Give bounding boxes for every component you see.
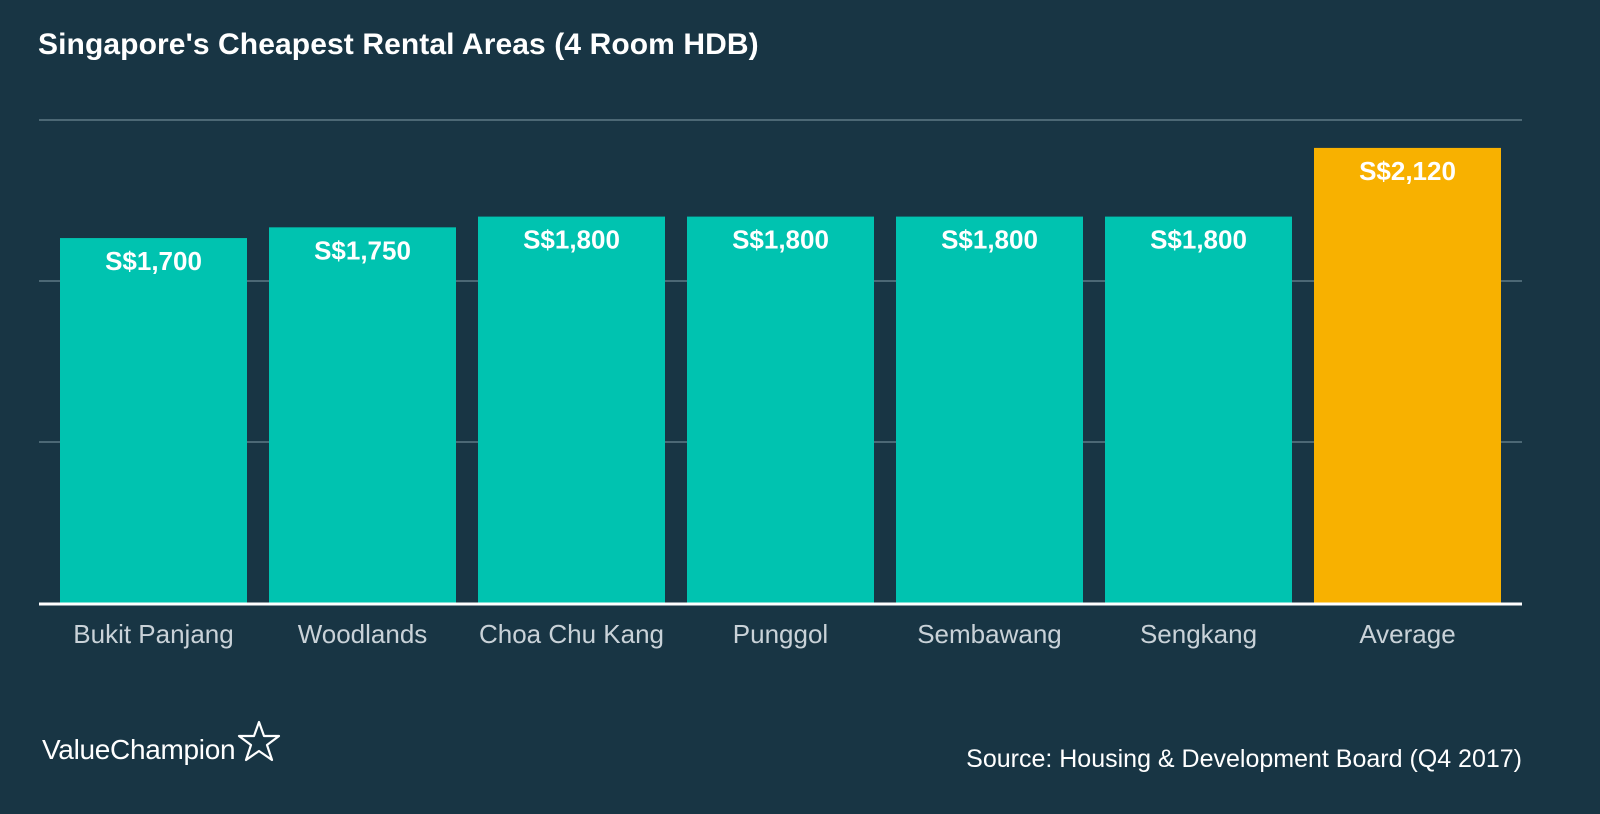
bar-value-label: S$1,750 — [314, 235, 411, 265]
bar — [269, 227, 456, 604]
bar-value-label: S$2,120 — [1359, 156, 1456, 186]
bar — [478, 216, 665, 603]
brand-name: ValueChampion — [42, 734, 236, 765]
bar — [1105, 216, 1292, 603]
bar-value-label: S$1,700 — [105, 246, 202, 276]
category-tick-label: Punggol — [733, 619, 828, 649]
chart-title: Singapore's Cheapest Rental Areas (4 Roo… — [38, 28, 759, 61]
category-tick-label: Sengkang — [1140, 619, 1257, 649]
category-tick-label: Choa Chu Kang — [479, 619, 664, 649]
bar-value-label: S$1,800 — [732, 225, 829, 255]
source-note: Source: Housing & Development Board (Q4 … — [966, 745, 1522, 773]
bar-value-label: S$1,800 — [523, 225, 620, 255]
category-tick-label: Average — [1359, 619, 1455, 649]
category-tick-label: Woodlands — [298, 619, 428, 649]
category-tick-label: Bukit Panjang — [73, 619, 233, 649]
bars — [60, 147, 1501, 604]
star-outline-icon — [238, 720, 281, 762]
bar — [687, 216, 874, 603]
brand-logo: ValueChampion — [42, 720, 281, 768]
bar — [896, 216, 1083, 603]
bar-value-label: S$1,800 — [1150, 225, 1247, 255]
value-labels: S$1,700 S$1,750 S$1,800 S$1,800 S$1,800 S$1,8… — [105, 156, 1456, 276]
category-tick-labels: Bukit Panjang Woodlands Choa Chu Kang Pungg… — [73, 619, 1455, 649]
bar — [1314, 147, 1501, 603]
bar-value-label: S$1,800 — [941, 225, 1038, 255]
bar — [60, 238, 247, 604]
category-tick-label: Sembawang — [917, 619, 1062, 649]
